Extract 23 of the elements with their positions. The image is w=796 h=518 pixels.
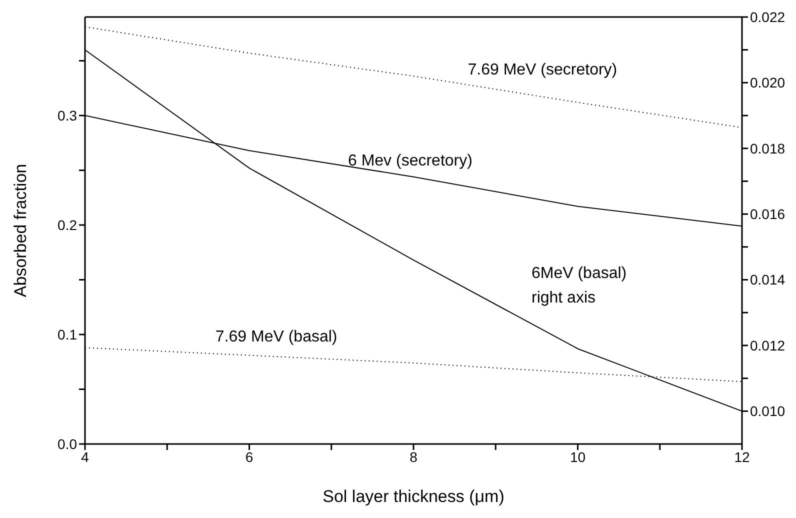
y-axis-title: Absorbed fraction	[11, 164, 30, 298]
x-tick-label: 10	[570, 448, 586, 465]
text: 6MeV (basal)	[532, 265, 627, 282]
y2-tick-label: 0.016	[750, 206, 786, 222]
y2-tick-label: 0.018	[750, 140, 786, 156]
y2-tick-label: 0.010	[750, 403, 786, 420]
y-tick-label: 0.1	[58, 326, 78, 342]
y-tick-label: 0.0	[58, 436, 78, 452]
y-tick-label: 0.2	[58, 216, 78, 233]
series-label: 7.69 MeV (secretory)	[468, 62, 618, 79]
x-tick-label: 4	[81, 448, 90, 465]
x-tick-label: 6	[245, 448, 254, 465]
x-axis-title: Sol layer thickness (μm)	[322, 487, 504, 506]
x-tick-label: 12	[734, 448, 750, 465]
y2-tick-label: 0.014	[750, 272, 786, 288]
series-label: 6 Mev (secretory)	[348, 152, 472, 170]
annotation: right axis	[532, 289, 596, 306]
series-label: 7.69 MeV (basal)	[215, 328, 338, 346]
y2-tick-label: 0.020	[750, 74, 786, 91]
y2-tick-label: 0.012	[750, 337, 786, 354]
y2-tick-label: 0.022	[750, 8, 786, 25]
x-tick-label: 8	[410, 448, 418, 465]
y-tick-label: 0.3	[58, 108, 78, 124]
